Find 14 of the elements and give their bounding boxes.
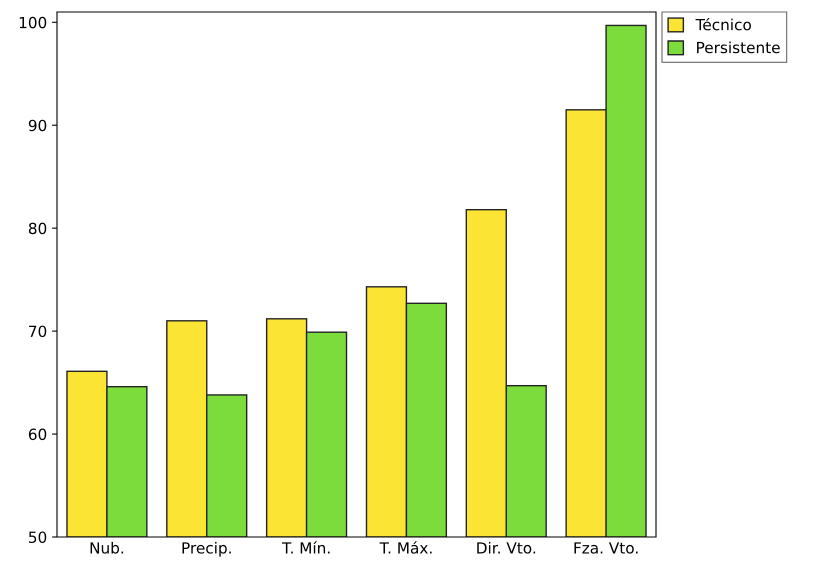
- x-tick-label: T. Máx.: [380, 541, 432, 554]
- y-tick-label: 50: [29, 531, 46, 544]
- y-tick-label: 100: [20, 16, 46, 28]
- legend-label: Técnico: [696, 18, 751, 30]
- y-tick-label: 90: [28, 120, 46, 132]
- y-tick-label: 60: [28, 428, 46, 440]
- x-tick-label: Precip.: [182, 542, 231, 557]
- x-tick-label: Nub.: [90, 542, 124, 554]
- x-tick-label: Dir. Vto.: [477, 542, 536, 554]
- y-tick-label: 70: [29, 326, 46, 338]
- x-tick-label: T. Mín.: [282, 541, 330, 554]
- y-tick-label: 80: [28, 222, 46, 234]
- legend-label: Persistente: [697, 41, 780, 54]
- x-tick-label: Fza. Vto.: [574, 542, 638, 554]
